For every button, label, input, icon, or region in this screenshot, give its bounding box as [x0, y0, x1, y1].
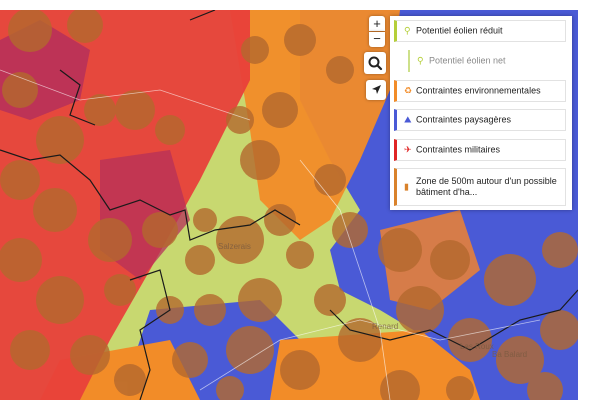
legend-item-label: Contraintes environnementales	[416, 85, 541, 96]
plane-icon: ✈	[404, 144, 412, 155]
legend-item-contraintes-militaires[interactable]: ✈ Contraintes militaires	[394, 139, 566, 161]
boundary-lines	[0, 10, 578, 400]
legend-item-potentiel-eolien-reduit[interactable]: ⚲ Potentiel éolien réduit	[394, 20, 566, 42]
road-lines	[0, 69, 541, 400]
legend-item-potentiel-eolien-net[interactable]: ⚲ Potentiel éolien net	[408, 50, 564, 72]
legend-item-label: Potentiel éolien réduit	[416, 25, 503, 36]
locate-arrow-icon	[372, 85, 381, 94]
buffer-zones	[0, 10, 578, 400]
place-label: Las Roux	[460, 342, 494, 351]
legend-item-label: Contraintes militaires	[416, 144, 501, 155]
wind-turbine-icon: ⚲	[417, 55, 424, 66]
legend-item-label: Zone de 500m autour d'un possible bâtime…	[416, 176, 557, 197]
environment-constraint-area	[230, 10, 400, 240]
legend-item-label: Contraintes paysagères	[416, 114, 512, 125]
legend-item-label: Potentiel éolien net	[429, 55, 506, 66]
place-label: Renard	[372, 322, 399, 331]
environment-constraint-area	[270, 330, 480, 400]
zoom-out-button[interactable]: −	[369, 32, 385, 47]
wind-turbine-icon: ⚲	[404, 25, 411, 36]
legend-item-zone-500m[interactable]: ▮ Zone de 500m autour d'un possible bâti…	[394, 168, 566, 206]
legend-item-contraintes-paysageres[interactable]: ⛰ Contraintes paysagères	[394, 109, 566, 131]
locate-button[interactable]	[366, 80, 386, 100]
building-icon: ▮	[404, 181, 409, 192]
legend-item-contraintes-environnementales[interactable]: ♻ Contraintes environnementales	[394, 80, 566, 102]
place-label: Ba Balard	[492, 350, 528, 359]
magnifier-icon	[368, 56, 383, 71]
zoom-in-button[interactable]: +	[369, 16, 385, 31]
search-button[interactable]	[364, 52, 386, 74]
recycle-icon: ♻	[404, 85, 413, 96]
mountain-icon: ⛰	[404, 114, 412, 125]
place-label: Salzerais	[218, 242, 251, 251]
layer-legend: ⚲ Potentiel éolien réduit ⚲ Potentiel éo…	[390, 16, 572, 210]
